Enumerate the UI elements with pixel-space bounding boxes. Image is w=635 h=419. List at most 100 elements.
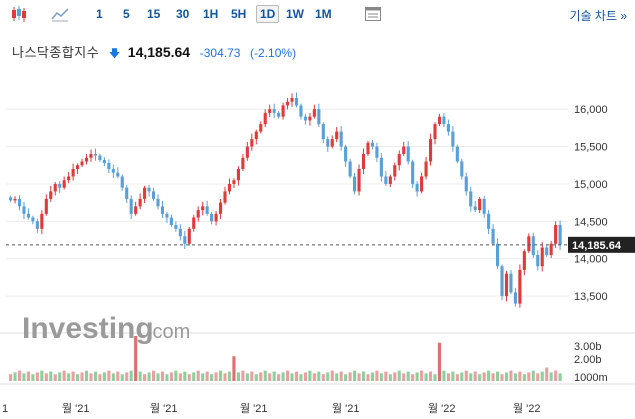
interval-1m-button[interactable]: 1M xyxy=(315,7,332,21)
volume-bar xyxy=(495,371,500,381)
candle-body xyxy=(134,206,138,214)
candle-body xyxy=(504,273,509,297)
interval-1min-button[interactable]: 1 xyxy=(96,7,103,21)
volume-bar xyxy=(80,372,84,381)
area-chart-icon[interactable] xyxy=(50,4,70,24)
volume-bar xyxy=(281,372,285,381)
volume-bar xyxy=(111,373,115,381)
candle-body xyxy=(98,155,102,161)
volume-bar xyxy=(254,374,258,381)
interval-1d-button[interactable]: 1D xyxy=(256,5,280,23)
candle-body xyxy=(455,146,459,162)
candle-body xyxy=(187,228,191,244)
volume-bar xyxy=(40,370,44,381)
volume-bar xyxy=(442,370,446,381)
interval-15min-button[interactable]: 15 xyxy=(147,7,161,21)
volume-bar xyxy=(120,374,124,381)
candle-body xyxy=(344,146,348,162)
price-chart[interactable]: Investing .com 16,00015,50015,00014,5001… xyxy=(0,78,635,419)
volume-bar xyxy=(478,374,482,381)
interval-1w-button[interactable]: 1W xyxy=(286,7,304,21)
candlestick-icon[interactable] xyxy=(9,4,29,24)
candle-body xyxy=(107,163,111,169)
volume-bar xyxy=(348,372,352,381)
volume-bar xyxy=(290,373,294,381)
volume-bar xyxy=(223,373,227,381)
volume-bar xyxy=(116,371,120,381)
interval-30min-button[interactable]: 30 xyxy=(176,7,190,21)
candle-body xyxy=(446,124,450,132)
candle-body xyxy=(549,243,553,255)
volume-bar xyxy=(518,371,522,381)
volume-bar xyxy=(178,373,182,381)
candle-body xyxy=(406,146,410,162)
candle-body xyxy=(286,101,290,106)
candle-body xyxy=(201,206,205,211)
volume-bar xyxy=(464,370,468,381)
volume-bar xyxy=(143,374,147,381)
volume-bar xyxy=(22,373,26,381)
volume-bar xyxy=(361,371,366,381)
candle-body xyxy=(513,292,517,304)
candle-body xyxy=(491,228,495,244)
candle-body xyxy=(437,116,442,125)
volume-bar xyxy=(384,371,388,381)
candle-body xyxy=(281,105,285,117)
volume-bar xyxy=(437,342,442,381)
candle-body xyxy=(17,198,22,207)
candle-body xyxy=(178,228,182,237)
candle-body xyxy=(183,236,187,244)
candle-body xyxy=(397,154,401,166)
volume-tick-label: 3.00b xyxy=(574,341,602,353)
interval-5min-button[interactable]: 5 xyxy=(123,7,130,21)
candle-body xyxy=(495,243,500,267)
candle-body xyxy=(22,206,26,214)
quote-header: 나스닥종합지수 🡇 14,185.64 -304.73 (-2.10%) xyxy=(12,42,296,64)
volume-bar xyxy=(89,373,93,381)
volume-bar xyxy=(9,374,13,381)
volume-bar xyxy=(67,373,71,381)
candle-body xyxy=(71,168,75,177)
volume-tick-label: 2.00b xyxy=(574,354,602,366)
volume-bar xyxy=(53,374,57,381)
data-table-icon[interactable] xyxy=(363,4,383,24)
volume-bar xyxy=(98,374,102,381)
candle-body xyxy=(196,210,200,218)
candle-body xyxy=(62,180,66,188)
candle-body xyxy=(393,165,397,177)
candle-body xyxy=(44,198,48,214)
volume-bar xyxy=(509,370,513,381)
candle-body xyxy=(147,187,151,192)
volume-bar xyxy=(93,371,98,381)
interval-5h-button[interactable]: 5H xyxy=(231,7,247,21)
candle-body xyxy=(49,191,53,199)
volume-bar xyxy=(76,374,80,381)
volume-bar xyxy=(531,370,535,381)
candle-body xyxy=(473,206,477,211)
candle-body xyxy=(308,116,312,121)
candle-body xyxy=(348,161,352,177)
candle-body xyxy=(84,157,89,162)
candle-body xyxy=(424,161,428,177)
volume-bar xyxy=(156,373,160,381)
volume-bar xyxy=(268,373,272,381)
candle-body xyxy=(326,139,330,147)
candle-body xyxy=(241,157,245,169)
volume-bar xyxy=(482,372,486,381)
candle-body xyxy=(509,273,513,293)
candle-body xyxy=(353,176,357,192)
candle-body xyxy=(174,225,178,229)
volume-bar xyxy=(49,371,53,381)
candle-body xyxy=(339,131,343,147)
candle-body xyxy=(116,172,120,177)
volume-bar xyxy=(375,370,379,381)
candle-body xyxy=(138,198,142,207)
technical-chart-link[interactable]: 기술 차트 » xyxy=(569,9,627,23)
volume-bar xyxy=(62,370,66,381)
candle-body xyxy=(9,197,13,201)
interval-1h-button[interactable]: 1H xyxy=(203,7,219,21)
candle-body xyxy=(357,168,361,192)
candle-body xyxy=(245,146,249,158)
candle-body xyxy=(277,112,281,117)
candle-body xyxy=(420,176,424,192)
